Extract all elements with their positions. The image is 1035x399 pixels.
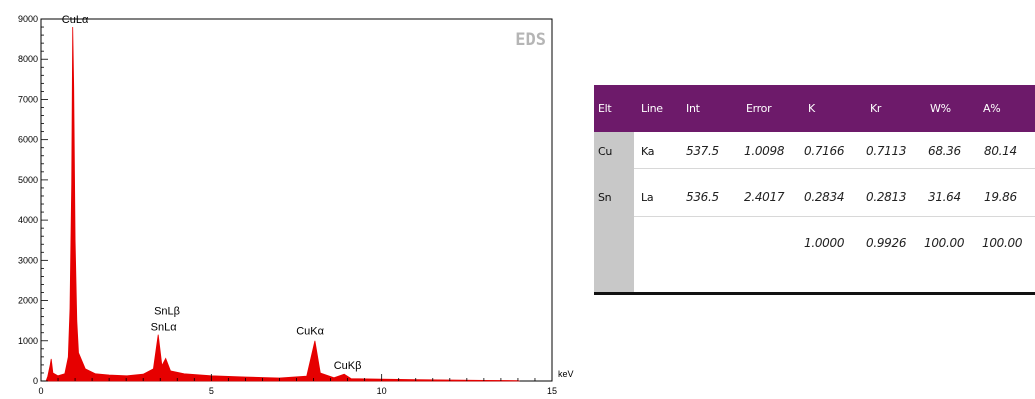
peak-annotation: CuLα	[62, 14, 89, 26]
labels-layer: CuLα SnLβ SnLα CuKα CuKβ	[62, 14, 362, 372]
table-cell: 0.7113	[866, 144, 907, 158]
peak-annotation: SnLβ	[154, 306, 180, 318]
table-cell: 0.9926	[866, 236, 907, 250]
y-tick-label: 7000	[18, 94, 38, 104]
peak-annotation: SnLα	[151, 322, 178, 334]
y-tick-label: 6000	[18, 135, 38, 145]
x-tick-label: 15	[547, 386, 557, 396]
y-tick-label: 5000	[18, 175, 38, 185]
spectrum-series	[45, 26, 520, 382]
header-line: Line	[641, 102, 663, 115]
table-cell: 1.0098	[744, 144, 785, 158]
x-tick-label: 0	[38, 386, 43, 396]
y-tick-label: 0	[33, 376, 38, 386]
table-cell: 100.00	[982, 236, 1023, 250]
header-elt: Elt	[598, 102, 612, 115]
table-cell: La	[641, 191, 654, 204]
table-cell: 536.5	[686, 190, 719, 204]
header-int: Int	[686, 102, 700, 115]
chart-title: EDS	[515, 30, 546, 50]
table-cell: 2.4017	[744, 190, 785, 204]
table-bottom-rule	[594, 292, 1035, 295]
y-tick-label: 8000	[18, 54, 38, 64]
table-cell: 19.86	[984, 190, 1017, 204]
y-tick-label: 9000	[18, 14, 38, 24]
table-cell: Cu	[598, 145, 613, 158]
x-tick-label: 5	[209, 386, 214, 396]
x-axis-label: keV	[558, 369, 574, 379]
table-cell: 537.5	[686, 144, 719, 158]
eds-spectrum-chart: 0 1000 2000 3000 4000 5000 6000 7000 8000 9000 0 5 1…	[18, 14, 574, 396]
spectrum-layer	[45, 26, 520, 382]
header-error: Error	[746, 102, 772, 115]
peak-annotation: CuKα	[296, 326, 324, 338]
table-cell: 31.64	[928, 190, 961, 204]
table-header: Elt Line Int Error K Kr W% A%	[594, 85, 1035, 132]
table-cell: 80.14	[984, 144, 1017, 158]
quantification-table: Elt Line Int Error K Kr W% A% Cu Ka 537.…	[594, 85, 1035, 298]
table-cell: 0.2813	[866, 190, 907, 204]
x-tick-label: 10	[377, 386, 387, 396]
table-cell: 0.7166	[804, 144, 845, 158]
row-separator	[634, 216, 1035, 217]
table-cell: 100.00	[924, 236, 965, 250]
row-separator	[634, 168, 1035, 169]
table-cell: 1.0000	[804, 236, 845, 250]
y-tick-label: 1000	[18, 336, 38, 346]
header-k: K	[808, 102, 815, 115]
axes-layer: 0 1000 2000 3000 4000 5000 6000 7000 8000 9000 0 5 1…	[18, 14, 557, 396]
table-cell: 0.2834	[804, 190, 845, 204]
y-tick-label: 2000	[18, 296, 38, 306]
y-tick-label: 4000	[18, 215, 38, 225]
peak-annotation: CuKβ	[334, 360, 362, 372]
table-cell: Sn	[598, 191, 612, 204]
table-cell: Ka	[641, 145, 655, 158]
y-tick-label: 3000	[18, 255, 38, 265]
header-kr: Kr	[870, 102, 882, 115]
element-column-shade	[594, 132, 634, 292]
header-w-percent: W%	[930, 102, 951, 115]
header-a-percent: A%	[983, 102, 1001, 115]
table-cell: 68.36	[928, 144, 961, 158]
